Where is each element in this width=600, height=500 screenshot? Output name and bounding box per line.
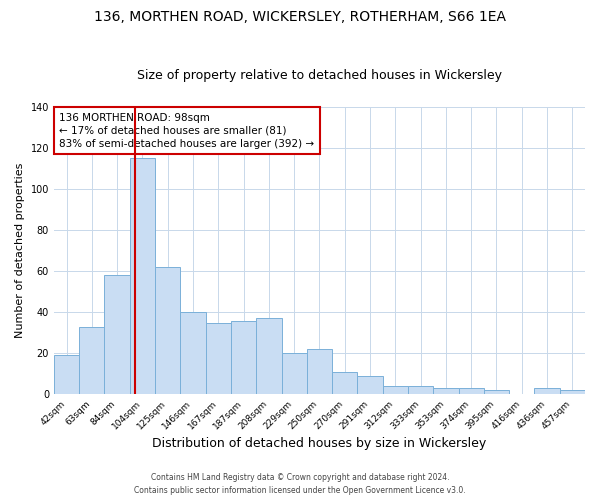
Bar: [560, 390, 585, 394]
Bar: [181, 312, 206, 394]
Bar: [54, 356, 79, 395]
Bar: [332, 372, 358, 394]
Bar: [433, 388, 458, 394]
Bar: [79, 326, 104, 394]
Bar: [130, 158, 155, 394]
Bar: [307, 350, 332, 395]
Bar: [383, 386, 408, 394]
X-axis label: Distribution of detached houses by size in Wickersley: Distribution of detached houses by size …: [152, 437, 487, 450]
Bar: [256, 318, 281, 394]
Bar: [281, 354, 307, 395]
Title: Size of property relative to detached houses in Wickersley: Size of property relative to detached ho…: [137, 69, 502, 82]
Bar: [358, 376, 383, 394]
Bar: [206, 322, 231, 394]
Bar: [458, 388, 484, 394]
Bar: [155, 267, 181, 394]
Text: 136, MORTHEN ROAD, WICKERSLEY, ROTHERHAM, S66 1EA: 136, MORTHEN ROAD, WICKERSLEY, ROTHERHAM…: [94, 10, 506, 24]
Bar: [535, 388, 560, 394]
Bar: [231, 320, 256, 394]
Bar: [104, 276, 130, 394]
Text: Contains HM Land Registry data © Crown copyright and database right 2024.
Contai: Contains HM Land Registry data © Crown c…: [134, 474, 466, 495]
Bar: [484, 390, 509, 394]
Bar: [408, 386, 433, 394]
Y-axis label: Number of detached properties: Number of detached properties: [15, 163, 25, 338]
Text: 136 MORTHEN ROAD: 98sqm
← 17% of detached houses are smaller (81)
83% of semi-de: 136 MORTHEN ROAD: 98sqm ← 17% of detache…: [59, 112, 314, 149]
